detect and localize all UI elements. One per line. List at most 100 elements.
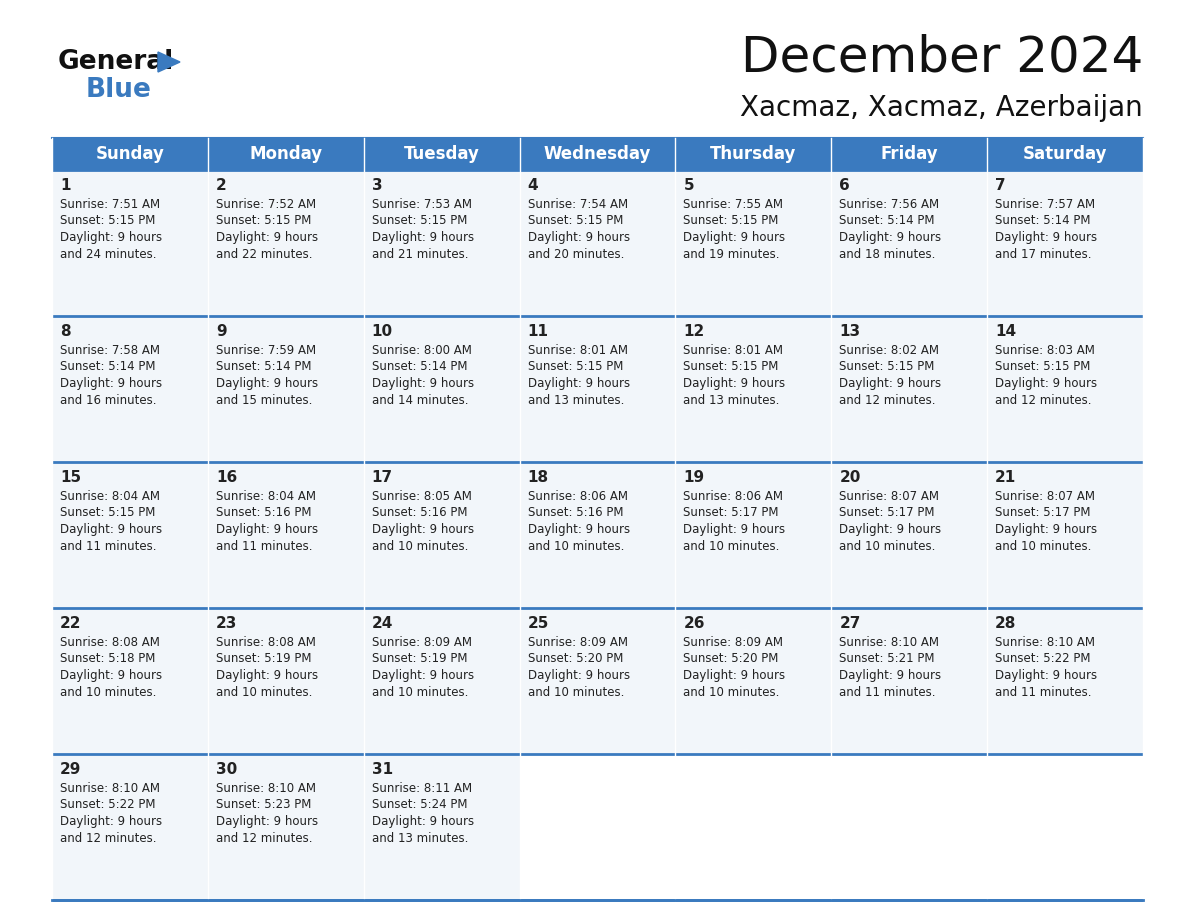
Text: Saturday: Saturday — [1023, 145, 1107, 163]
Text: Sunset: 5:20 PM: Sunset: 5:20 PM — [683, 653, 779, 666]
Text: Sunrise: 8:11 AM: Sunrise: 8:11 AM — [372, 782, 472, 795]
Text: Sunset: 5:16 PM: Sunset: 5:16 PM — [527, 507, 623, 520]
Text: 3: 3 — [372, 178, 383, 193]
Bar — [52, 138, 208, 170]
Text: Daylight: 9 hours: Daylight: 9 hours — [372, 669, 474, 682]
Text: 12: 12 — [683, 324, 704, 339]
Text: and 11 minutes.: and 11 minutes. — [839, 686, 936, 699]
Text: Daylight: 9 hours: Daylight: 9 hours — [61, 523, 162, 536]
Text: Daylight: 9 hours: Daylight: 9 hours — [372, 377, 474, 390]
Text: 15: 15 — [61, 470, 81, 485]
Text: Sunrise: 7:59 AM: Sunrise: 7:59 AM — [216, 344, 316, 357]
Text: Daylight: 9 hours: Daylight: 9 hours — [996, 231, 1098, 244]
Text: and 22 minutes.: and 22 minutes. — [216, 248, 312, 261]
Bar — [364, 608, 519, 754]
Text: Daylight: 9 hours: Daylight: 9 hours — [839, 523, 941, 536]
Text: Sunrise: 8:04 AM: Sunrise: 8:04 AM — [61, 490, 160, 503]
Text: Sunset: 5:15 PM: Sunset: 5:15 PM — [61, 507, 156, 520]
Text: December 2024: December 2024 — [741, 34, 1143, 82]
Text: Sunrise: 8:00 AM: Sunrise: 8:00 AM — [372, 344, 472, 357]
Text: Sunrise: 8:01 AM: Sunrise: 8:01 AM — [683, 344, 783, 357]
Text: Daylight: 9 hours: Daylight: 9 hours — [216, 523, 318, 536]
Text: and 21 minutes.: and 21 minutes. — [372, 248, 468, 261]
Text: Daylight: 9 hours: Daylight: 9 hours — [61, 815, 162, 828]
Text: Sunrise: 7:52 AM: Sunrise: 7:52 AM — [216, 198, 316, 211]
Text: Sunrise: 7:57 AM: Sunrise: 7:57 AM — [996, 198, 1095, 211]
Bar — [676, 170, 832, 316]
Text: Thursday: Thursday — [710, 145, 796, 163]
Text: and 13 minutes.: and 13 minutes. — [527, 394, 624, 407]
Text: 19: 19 — [683, 470, 704, 485]
Text: Daylight: 9 hours: Daylight: 9 hours — [216, 669, 318, 682]
Text: 22: 22 — [61, 616, 82, 631]
Text: Sunset: 5:20 PM: Sunset: 5:20 PM — [527, 653, 623, 666]
Text: and 10 minutes.: and 10 minutes. — [372, 686, 468, 699]
Text: Sunset: 5:15 PM: Sunset: 5:15 PM — [683, 215, 779, 228]
Text: Sunset: 5:15 PM: Sunset: 5:15 PM — [683, 361, 779, 374]
Text: and 10 minutes.: and 10 minutes. — [216, 686, 312, 699]
Text: Daylight: 9 hours: Daylight: 9 hours — [372, 231, 474, 244]
Bar — [676, 462, 832, 608]
Text: Sunrise: 8:10 AM: Sunrise: 8:10 AM — [61, 782, 160, 795]
Bar — [364, 170, 519, 316]
Text: Daylight: 9 hours: Daylight: 9 hours — [996, 523, 1098, 536]
Text: 20: 20 — [839, 470, 860, 485]
Text: Sunset: 5:18 PM: Sunset: 5:18 PM — [61, 653, 156, 666]
Text: Daylight: 9 hours: Daylight: 9 hours — [683, 377, 785, 390]
Text: and 14 minutes.: and 14 minutes. — [372, 394, 468, 407]
Bar — [364, 462, 519, 608]
Text: and 10 minutes.: and 10 minutes. — [683, 686, 779, 699]
Bar — [832, 462, 987, 608]
Text: Sunset: 5:15 PM: Sunset: 5:15 PM — [216, 215, 311, 228]
Text: Sunrise: 8:01 AM: Sunrise: 8:01 AM — [527, 344, 627, 357]
Text: 6: 6 — [839, 178, 851, 193]
Text: Daylight: 9 hours: Daylight: 9 hours — [839, 231, 941, 244]
Text: Sunset: 5:24 PM: Sunset: 5:24 PM — [372, 799, 467, 812]
Text: Daylight: 9 hours: Daylight: 9 hours — [527, 523, 630, 536]
Text: and 13 minutes.: and 13 minutes. — [683, 394, 779, 407]
Text: and 11 minutes.: and 11 minutes. — [996, 686, 1092, 699]
Text: and 18 minutes.: and 18 minutes. — [839, 248, 936, 261]
Text: Daylight: 9 hours: Daylight: 9 hours — [61, 377, 162, 390]
Text: Sunday: Sunday — [95, 145, 164, 163]
Text: 4: 4 — [527, 178, 538, 193]
Text: Daylight: 9 hours: Daylight: 9 hours — [839, 669, 941, 682]
Text: 5: 5 — [683, 178, 694, 193]
Text: Daylight: 9 hours: Daylight: 9 hours — [527, 669, 630, 682]
Bar — [208, 170, 364, 316]
Text: Friday: Friday — [880, 145, 939, 163]
Text: Sunrise: 8:09 AM: Sunrise: 8:09 AM — [527, 636, 627, 649]
Text: Daylight: 9 hours: Daylight: 9 hours — [996, 669, 1098, 682]
Text: 28: 28 — [996, 616, 1017, 631]
Text: 21: 21 — [996, 470, 1017, 485]
Text: 7: 7 — [996, 178, 1006, 193]
Text: Daylight: 9 hours: Daylight: 9 hours — [61, 669, 162, 682]
Text: Sunset: 5:19 PM: Sunset: 5:19 PM — [372, 653, 467, 666]
Text: Sunrise: 7:54 AM: Sunrise: 7:54 AM — [527, 198, 627, 211]
Text: Sunset: 5:15 PM: Sunset: 5:15 PM — [839, 361, 935, 374]
Text: Daylight: 9 hours: Daylight: 9 hours — [683, 231, 785, 244]
Text: Daylight: 9 hours: Daylight: 9 hours — [683, 669, 785, 682]
Bar — [676, 608, 832, 754]
Text: Daylight: 9 hours: Daylight: 9 hours — [839, 377, 941, 390]
Text: Daylight: 9 hours: Daylight: 9 hours — [216, 231, 318, 244]
Bar — [208, 316, 364, 462]
Text: and 12 minutes.: and 12 minutes. — [839, 394, 936, 407]
Text: 30: 30 — [216, 762, 238, 777]
Text: Sunrise: 7:55 AM: Sunrise: 7:55 AM — [683, 198, 783, 211]
Bar — [208, 138, 364, 170]
Text: Sunrise: 8:07 AM: Sunrise: 8:07 AM — [839, 490, 940, 503]
Bar — [364, 754, 519, 900]
Text: Sunrise: 8:06 AM: Sunrise: 8:06 AM — [683, 490, 783, 503]
Text: 14: 14 — [996, 324, 1016, 339]
Bar — [987, 138, 1143, 170]
Text: Daylight: 9 hours: Daylight: 9 hours — [527, 377, 630, 390]
Text: Sunset: 5:14 PM: Sunset: 5:14 PM — [996, 215, 1091, 228]
Text: and 13 minutes.: and 13 minutes. — [372, 832, 468, 845]
Bar — [208, 754, 364, 900]
Text: 23: 23 — [216, 616, 238, 631]
Text: Sunset: 5:19 PM: Sunset: 5:19 PM — [216, 653, 311, 666]
Bar — [519, 138, 676, 170]
Text: and 10 minutes.: and 10 minutes. — [839, 540, 936, 553]
Text: Blue: Blue — [86, 77, 152, 103]
